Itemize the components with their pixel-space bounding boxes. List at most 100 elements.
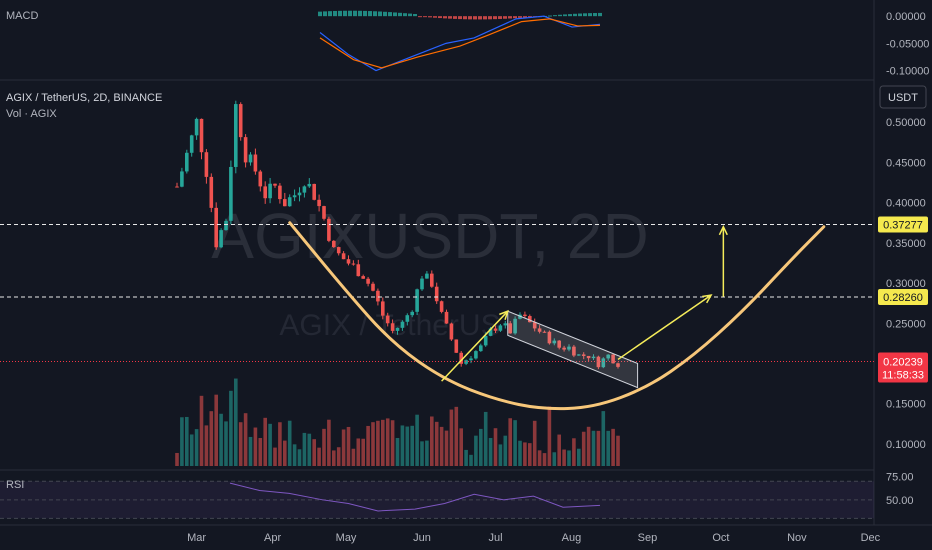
price-tick-label: 0.15000 (886, 399, 926, 411)
volume-bar (175, 452, 179, 466)
volume-bar (273, 447, 277, 466)
candle-body (180, 171, 184, 187)
macd-tick-label: -0.05000 (886, 38, 929, 50)
candle-body (273, 183, 277, 186)
candle-body (341, 253, 346, 260)
symbol-watermark: AGIXUSDT, 2D (211, 200, 648, 272)
volume-bar (283, 440, 287, 466)
volume-bar (238, 422, 243, 466)
macd-histogram-bar (438, 16, 442, 19)
volume-bar (366, 425, 370, 466)
candle-body (258, 171, 263, 187)
volume-bar (317, 447, 321, 466)
macd-histogram-bar (363, 10, 367, 17)
macd-histogram-bar (388, 12, 392, 17)
volume-bar (459, 428, 463, 466)
candle-body (464, 360, 468, 364)
volume-bar (420, 441, 424, 466)
volume-bar (224, 421, 228, 466)
candle-body (479, 345, 483, 352)
candle-body (322, 206, 326, 219)
candle-body (572, 346, 576, 356)
macd-pane-label[interactable]: MACD (6, 10, 38, 22)
candle-body (332, 240, 336, 248)
candle-body (390, 323, 395, 331)
candle-body (327, 218, 331, 241)
symbol-title[interactable]: AGIX / TetherUS, 2D, BINANCE (6, 92, 162, 104)
candle-body (439, 301, 444, 312)
time-tick-label: Jun (413, 532, 431, 544)
candle-body (415, 289, 419, 312)
macd-histogram-bar (373, 11, 377, 17)
macd-histogram-bar (353, 10, 357, 17)
candle-body (189, 135, 194, 153)
macd-histogram-bar (318, 11, 322, 17)
cup-curve[interactable] (288, 221, 826, 411)
candle-body (336, 247, 341, 254)
macd-histogram-bar (598, 12, 602, 17)
volume-bar (577, 448, 581, 466)
candle-body (518, 314, 522, 319)
macd-histogram-bar (473, 16, 477, 20)
time-tick-label: Dec (861, 532, 881, 544)
macd-indicator (318, 10, 602, 72)
volume-bar (606, 430, 610, 466)
macd-histogram-bar (433, 16, 437, 18)
volume-bar (346, 426, 351, 466)
volume-bar (562, 449, 566, 466)
candle-body (185, 152, 189, 172)
volume-bar (586, 426, 591, 466)
volume-bar (518, 440, 522, 466)
candle-body (287, 197, 292, 207)
candle-body (425, 273, 429, 279)
candle-body (278, 185, 282, 200)
macd-histogram-bar (558, 14, 562, 17)
candle-body (263, 186, 267, 199)
volume-bar (483, 411, 488, 466)
rsi-pane-label[interactable]: RSI (6, 479, 24, 491)
macd-histogram-bar (553, 15, 557, 17)
price-tick-label: 0.10000 (886, 439, 926, 451)
volume-bar (601, 411, 606, 466)
arrow-line[interactable] (617, 294, 712, 361)
candle-body (302, 186, 307, 193)
macd-histogram-bar (328, 11, 332, 17)
candle-body (577, 354, 581, 356)
macd-histogram-bar (393, 12, 397, 17)
candle-body (483, 335, 488, 346)
level-badge-label: 0.28260 (883, 292, 923, 304)
arrow-head (702, 294, 713, 304)
volume-bar (381, 419, 385, 466)
macd-histogram-bar (478, 16, 482, 20)
arrow-line[interactable] (441, 310, 509, 382)
drawings (288, 221, 826, 411)
candle-body (552, 340, 557, 344)
volume-bar (449, 409, 454, 466)
macd-histogram-bar (523, 16, 527, 18)
volume-label[interactable]: Vol · AGIX (6, 108, 57, 120)
volume-bars (175, 378, 620, 466)
volume-bar (292, 444, 297, 466)
price-tick-label: 0.25000 (886, 318, 926, 330)
candle-body (395, 327, 400, 331)
currency-badge[interactable] (879, 85, 927, 109)
volume-bar (390, 420, 395, 466)
macd-histogram-bar (573, 13, 577, 17)
volume-bar (616, 435, 620, 466)
candle-body (498, 325, 503, 331)
candle-body (567, 346, 571, 350)
macd-histogram-bar (398, 12, 402, 17)
price-tick-label: 0.35000 (886, 238, 926, 250)
volume-bar (537, 450, 542, 466)
volume-bar (532, 420, 537, 466)
volume-bar (474, 435, 478, 466)
volume-bar (351, 448, 356, 466)
price-tick-label: 0.50000 (886, 117, 926, 129)
volume-bar (557, 434, 561, 466)
macd-tick-label: -0.10000 (886, 66, 929, 78)
arrow-head (499, 309, 509, 320)
volume-bar (479, 428, 483, 466)
candle-body (547, 331, 552, 344)
descending-channel[interactable] (507, 310, 639, 389)
